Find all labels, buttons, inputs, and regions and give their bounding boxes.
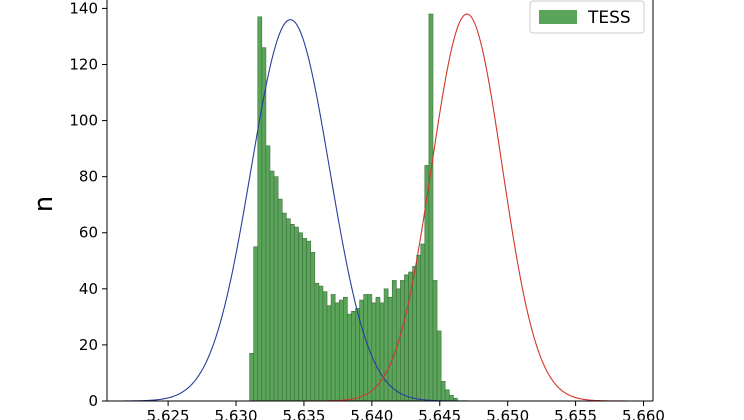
y-tick-label: 60 [79,224,98,242]
histogram-bar [359,299,365,402]
histogram-bar [261,47,267,402]
histogram-bar [314,282,320,402]
histogram-bar [363,294,369,402]
histogram-bar [318,285,324,402]
histogram-bar [412,266,417,402]
histogram-bars [249,13,458,402]
histogram-bar [448,395,454,402]
histogram-bar [428,13,434,402]
histogram-bar [351,310,356,402]
y-axis-label: n [29,196,59,212]
histogram-bar [432,280,438,402]
histogram-bar [306,240,312,402]
histogram-bar [338,299,344,402]
histogram-bar [444,389,450,402]
y-tick-label: 80 [79,168,98,186]
x-tick-label: 5.625 [147,407,190,420]
y-tick-label: 140 [69,0,98,17]
x-tick-label: 5.635 [282,407,325,420]
x-tick-label: 5.660 [622,407,665,420]
legend: TESS [529,0,645,34]
histogram-bar [290,224,295,402]
histogram-bar [391,280,397,402]
histogram-bar [330,294,336,402]
y-tick-label: 0 [88,392,98,410]
histogram-bar [371,302,377,402]
histogram-bar [298,232,303,402]
histogram-bar [249,353,254,402]
y-tick-label: 40 [79,280,98,298]
histogram-bar [383,288,389,402]
histogram-bar [395,288,401,402]
histogram-bar [257,16,263,402]
histogram-bar [265,145,271,402]
y-tick-label: 100 [69,112,98,130]
x-tick-label: 5.630 [215,407,258,420]
histogram-bar [404,274,409,402]
legend-box [529,0,645,34]
histogram-bar [334,302,340,402]
y-tick-label: 20 [79,336,98,354]
plot-frame [106,0,654,402]
histogram-bar [269,170,275,402]
histogram-bar [379,302,385,402]
histogram-bar [253,246,259,402]
y-tick-label: 120 [69,55,98,73]
histogram-bar [400,280,405,402]
legend-swatch-tess [539,10,577,24]
histogram-bar [347,313,352,402]
x-tick-label: 5.645 [418,407,461,420]
histogram-bar [420,243,426,402]
x-tick-label: 5.650 [486,407,529,420]
axis-ticks: 0 20 40 60 80 100 120 140 5.625 5.630 5.635 5.640 5.… [69,0,665,420]
histogram-bar [322,291,328,402]
histogram-bar [310,252,316,402]
histogram-bar [355,308,360,402]
histogram-bar [326,305,332,402]
histogram-bar [440,381,446,402]
legend-label-tess: TESS [587,8,631,28]
histogram-bar [343,296,348,402]
x-tick-label: 5.655 [554,407,597,420]
histogram-bar [302,238,307,402]
x-tick-label: 5.640 [350,407,393,420]
histogram-bar [277,198,283,402]
histogram-bar [281,212,287,402]
histogram-bar [294,226,299,402]
histogram-bar [285,218,291,402]
histogram-bar [416,254,422,402]
histogram-bar [273,176,279,402]
histogram-bar [436,330,442,402]
